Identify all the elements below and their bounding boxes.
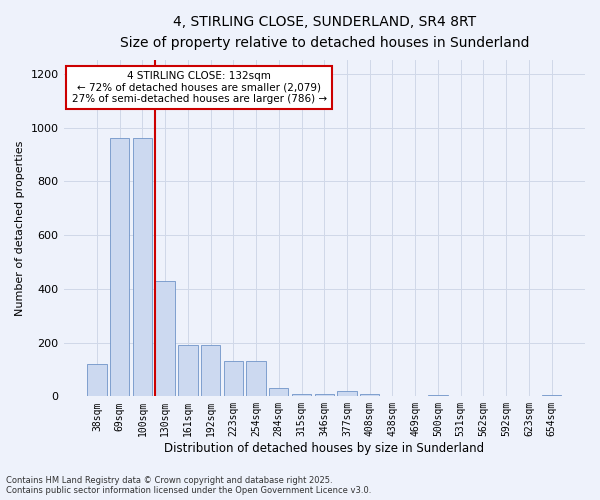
Bar	[87, 364, 107, 396]
Bar	[247, 362, 266, 396]
Bar	[178, 346, 197, 397]
Bar	[269, 388, 289, 396]
Title: 4, STIRLING CLOSE, SUNDERLAND, SR4 8RT
Size of property relative to detached hou: 4, STIRLING CLOSE, SUNDERLAND, SR4 8RT S…	[119, 15, 529, 50]
X-axis label: Distribution of detached houses by size in Sunderland: Distribution of detached houses by size …	[164, 442, 484, 455]
Bar	[292, 394, 311, 396]
Bar	[133, 138, 152, 396]
Text: 4 STIRLING CLOSE: 132sqm
← 72% of detached houses are smaller (2,079)
27% of sem: 4 STIRLING CLOSE: 132sqm ← 72% of detach…	[71, 71, 327, 104]
Text: Contains HM Land Registry data © Crown copyright and database right 2025.
Contai: Contains HM Land Registry data © Crown c…	[6, 476, 371, 495]
Y-axis label: Number of detached properties: Number of detached properties	[15, 140, 25, 316]
Bar	[314, 394, 334, 396]
Bar	[224, 362, 243, 396]
Bar	[201, 346, 220, 397]
Bar	[542, 395, 561, 396]
Bar	[110, 138, 130, 396]
Bar	[155, 281, 175, 396]
Bar	[428, 395, 448, 396]
Bar	[360, 394, 379, 396]
Bar	[337, 391, 356, 396]
